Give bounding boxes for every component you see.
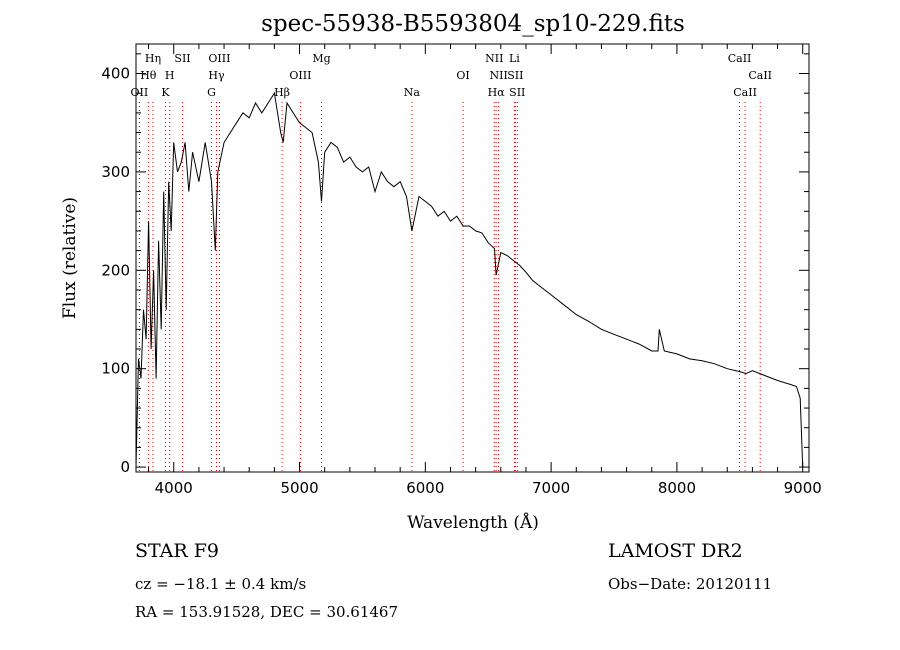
line-label: H <box>165 69 175 82</box>
y-tick-label: 0 <box>120 458 130 476</box>
survey-label: LAMOST DR2 <box>608 540 743 562</box>
line-label: NII <box>490 69 508 82</box>
line-label: Hθ <box>140 69 157 82</box>
line-label: Li <box>509 52 520 65</box>
line-label: CaII <box>733 86 757 99</box>
line-label: CaII <box>748 69 772 82</box>
y-tick-label: 200 <box>101 261 130 279</box>
spectral-line-labels: OIIHθHηKHSIIGHγOIIIHβOIIIMgNaOINIIHαNIIL… <box>131 52 772 99</box>
line-label: OIII <box>208 52 230 65</box>
chart-title: spec-55938-B5593804_sp10-229.fits <box>261 11 685 37</box>
x-axis-label: Wavelength (Å) <box>407 512 539 533</box>
x-tick-label: 5000 <box>280 479 318 497</box>
x-tick-label: 7000 <box>532 479 570 497</box>
plot-frame <box>135 43 810 473</box>
y-tick-label: 100 <box>101 360 130 378</box>
line-label: OII <box>131 86 149 99</box>
redshift-label: cz = −18.1 ± 0.4 km/s <box>135 575 307 593</box>
y-tick-label: 300 <box>101 163 130 181</box>
spectrum-line <box>135 91 804 468</box>
line-label: Hβ <box>274 86 290 99</box>
line-label: Hγ <box>208 69 225 82</box>
y-axis-label: Flux (relative) <box>60 197 80 319</box>
line-label: K <box>161 86 170 99</box>
line-label: SII <box>507 69 523 82</box>
line-label: OI <box>456 69 469 82</box>
line-label: SII <box>509 86 525 99</box>
classification-label: STAR F9 <box>135 540 219 562</box>
line-label: NII <box>485 52 503 65</box>
x-tick-label: 8000 <box>658 479 696 497</box>
line-label: G <box>207 86 216 99</box>
line-label: Mg <box>312 52 330 65</box>
x-tick-label: 9000 <box>784 479 822 497</box>
line-label: SII <box>174 52 190 65</box>
y-tick-label: 400 <box>101 65 130 83</box>
x-tick-label: 4000 <box>155 479 193 497</box>
line-label: Na <box>404 86 421 99</box>
line-label: OIII <box>289 69 311 82</box>
line-label: Hα <box>488 86 506 99</box>
coordinates-label: RA = 153.91528, DEC = 30.61467 <box>135 603 399 621</box>
x-tick-label: 6000 <box>406 479 444 497</box>
axis-tick-labels: 4000 5000 6000 7000 8000 9000 0 100 200 300 400 <box>101 65 821 497</box>
line-label: CaII <box>728 52 752 65</box>
spectral-line-markers <box>138 102 761 472</box>
line-label: Hη <box>145 52 161 65</box>
axis-ticks <box>136 44 809 472</box>
spectrum-chart: spec-55938-B5593804_sp10-229.fits Wavele… <box>60 11 822 533</box>
obs-date-label: Obs−Date: 20120111 <box>608 575 773 593</box>
